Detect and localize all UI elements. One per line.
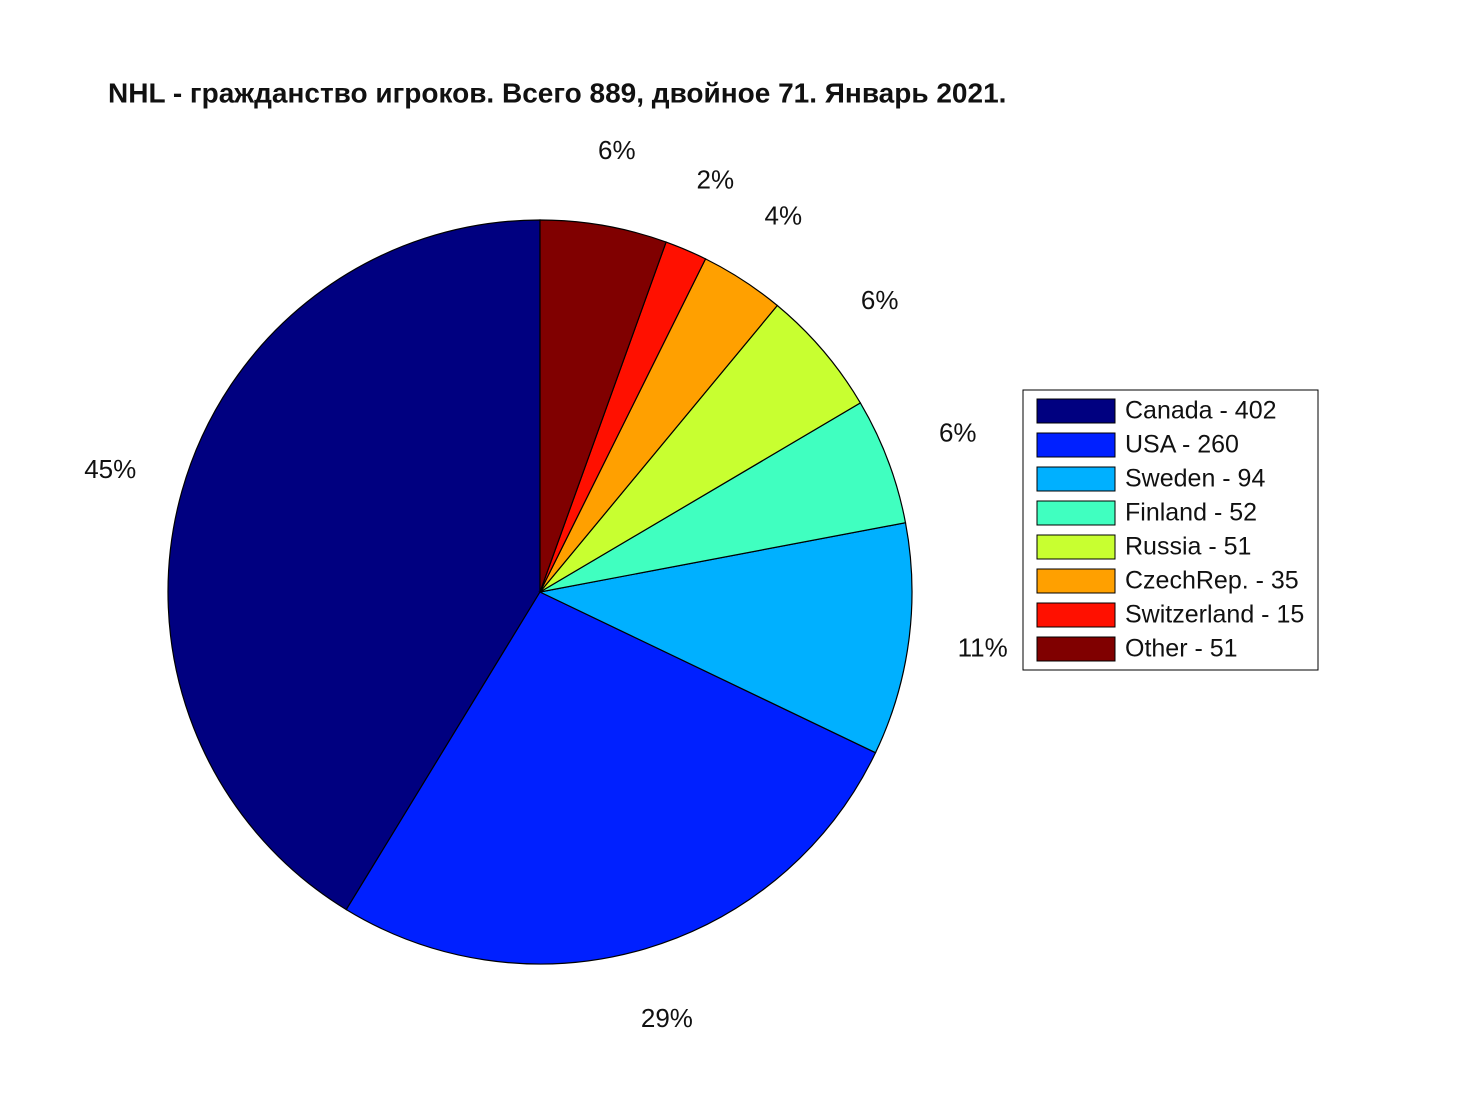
slice-label: 45% (84, 454, 136, 484)
legend-swatch (1036, 534, 1116, 560)
legend-label: Finland - 52 (1125, 499, 1257, 527)
legend-swatch (1036, 568, 1116, 594)
legend-swatch (1036, 432, 1116, 458)
slice-label: 2% (696, 164, 734, 194)
legend-swatch (1036, 398, 1116, 424)
legend-label: USA - 260 (1125, 431, 1239, 459)
pie-slice (538, 522, 913, 754)
pie-slice (539, 219, 667, 593)
legend-swatch (1036, 602, 1116, 628)
pie-slice (539, 304, 862, 593)
legend-label: Switzerland - 15 (1125, 601, 1304, 629)
slice-label: 11% (958, 633, 1008, 663)
slice-label: 4% (765, 201, 803, 231)
slice-label: 6% (598, 135, 636, 165)
pie-slice (167, 219, 541, 911)
legend-label: CzechRep. - 35 (1125, 567, 1299, 595)
legend-label: Sweden - 94 (1125, 465, 1265, 493)
legend-swatch (1036, 500, 1116, 526)
slice-label: 6% (861, 285, 899, 315)
legend-label: Canada - 402 (1125, 397, 1277, 425)
legend-swatch (1036, 636, 1116, 662)
legend-label: Russia - 51 (1125, 533, 1251, 561)
legend-label: Other - 51 (1125, 635, 1238, 663)
pie-slice (345, 591, 877, 965)
slice-label: 6% (939, 418, 977, 448)
slice-label: 29% (641, 1003, 693, 1033)
chart-title: NHL - гражданство игроков. Всего 889, дв… (108, 77, 1006, 108)
legend-swatch (1036, 466, 1116, 492)
pie-slice (539, 402, 907, 593)
